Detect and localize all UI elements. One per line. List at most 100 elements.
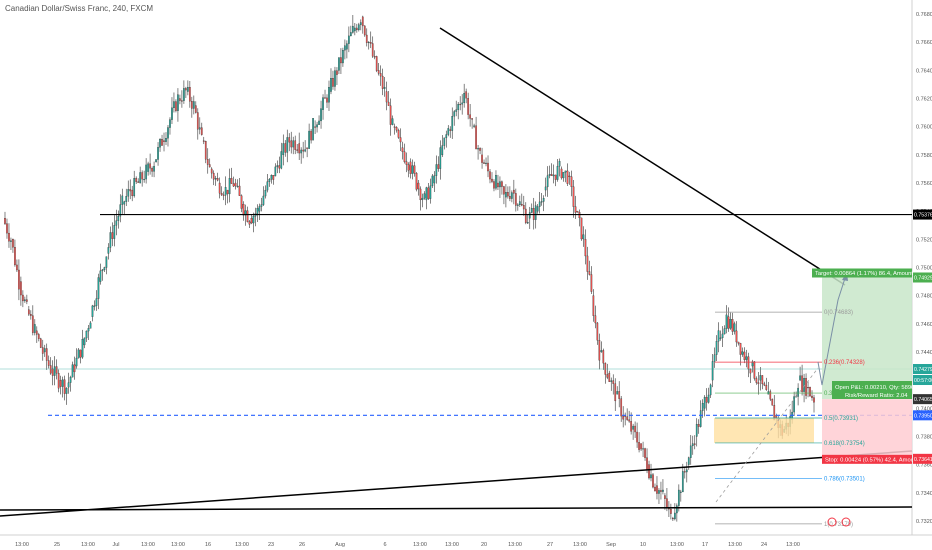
candle-body bbox=[371, 43, 374, 57]
candle-body bbox=[431, 175, 434, 187]
candle-body bbox=[282, 143, 285, 156]
candle-body bbox=[461, 102, 464, 105]
fib-level-label: 0(0.74683) bbox=[824, 310, 853, 316]
candle-body bbox=[397, 130, 400, 138]
pl-box bbox=[832, 381, 912, 399]
candle-body bbox=[511, 192, 513, 199]
candle-body bbox=[689, 445, 692, 458]
candle-body bbox=[224, 187, 227, 196]
candle-body bbox=[280, 151, 283, 169]
x-tick-label: 13:00 bbox=[81, 542, 95, 548]
candle-body bbox=[705, 396, 708, 403]
candle-body bbox=[350, 32, 352, 37]
candle-body bbox=[419, 188, 422, 201]
candle-body bbox=[338, 57, 340, 71]
candle-body bbox=[55, 366, 58, 374]
candle-body bbox=[443, 137, 446, 146]
candle-body bbox=[640, 443, 642, 450]
candle-body bbox=[608, 372, 611, 382]
candle-body bbox=[799, 375, 801, 381]
candle-body bbox=[612, 380, 615, 384]
candle-body bbox=[61, 379, 64, 387]
candle-body bbox=[334, 70, 336, 87]
candle-body bbox=[572, 186, 575, 207]
price-tag-support-box bbox=[913, 410, 932, 421]
x-tick-label: 25 bbox=[54, 542, 60, 548]
candle-body bbox=[117, 215, 120, 221]
candle-body bbox=[361, 16, 364, 27]
candle-body bbox=[683, 471, 686, 473]
candle-body bbox=[290, 140, 293, 148]
candle-body bbox=[646, 457, 648, 471]
economic-event-icon[interactable] bbox=[841, 517, 851, 527]
candle-body bbox=[302, 149, 305, 152]
candle-body bbox=[606, 374, 609, 378]
candle-body bbox=[270, 175, 273, 180]
candle-body bbox=[582, 234, 585, 240]
candle-body bbox=[276, 165, 279, 168]
candle-body bbox=[234, 182, 237, 187]
candle-body bbox=[634, 425, 636, 433]
candle-body bbox=[586, 255, 589, 272]
candle-body bbox=[717, 330, 720, 342]
candle-body bbox=[600, 350, 603, 353]
candle-body bbox=[375, 56, 378, 71]
candle-body bbox=[383, 87, 386, 89]
open-pl-label: Open P&L: 0.00210, Qty: 58962 bbox=[835, 385, 918, 391]
candle-body bbox=[497, 182, 499, 188]
candle-body bbox=[664, 495, 666, 499]
price-tag-target-box bbox=[913, 272, 932, 283]
candle-body bbox=[596, 322, 599, 341]
candle-body bbox=[660, 490, 662, 492]
descending-trendline[interactable] bbox=[439, 27, 846, 286]
candle-body bbox=[97, 277, 100, 299]
candle-body bbox=[813, 397, 815, 403]
candle-body bbox=[230, 178, 233, 184]
candle-body bbox=[379, 73, 382, 77]
candle-body bbox=[530, 208, 533, 213]
bottom-support-line[interactable] bbox=[0, 506, 913, 511]
candle-body bbox=[503, 186, 505, 195]
profit-zone[interactable] bbox=[822, 277, 912, 400]
candle-body bbox=[18, 269, 20, 290]
candle-body bbox=[151, 168, 153, 172]
candle-body bbox=[534, 205, 537, 220]
loss-zone[interactable] bbox=[822, 399, 912, 459]
candle-body bbox=[183, 88, 185, 101]
candle-body bbox=[662, 489, 664, 492]
risk-reward-label: Risk/Reward Ratio: 2.04 bbox=[845, 393, 908, 399]
candle-body bbox=[8, 232, 10, 242]
candle-body bbox=[373, 56, 376, 58]
candle-body bbox=[73, 364, 76, 373]
economic-event-icon[interactable] bbox=[827, 517, 837, 527]
candle-body bbox=[222, 194, 225, 196]
fib-level-label: 0.5(0.73931) bbox=[824, 416, 858, 422]
candle-body bbox=[522, 205, 525, 210]
candle-body bbox=[805, 378, 807, 396]
candle-body bbox=[26, 299, 28, 302]
candle-body bbox=[115, 220, 118, 226]
candle-body bbox=[169, 119, 171, 128]
candle-body bbox=[771, 398, 774, 406]
candle-body bbox=[274, 166, 277, 177]
candle-body bbox=[278, 165, 281, 169]
candle-body bbox=[190, 101, 193, 109]
candle-body bbox=[296, 149, 299, 151]
candle-body bbox=[101, 269, 104, 272]
candle-body bbox=[163, 140, 165, 142]
x-tick-label: 13:00 bbox=[171, 542, 185, 548]
candle-body bbox=[648, 464, 650, 479]
candle-body bbox=[620, 398, 623, 417]
candle-body bbox=[298, 143, 301, 154]
x-tick-label: 23 bbox=[268, 542, 274, 548]
x-tick-label: Aug bbox=[335, 542, 345, 548]
candle-body bbox=[546, 175, 549, 188]
candle-body bbox=[516, 204, 519, 206]
candle-body bbox=[670, 508, 672, 514]
ascending-trendline[interactable] bbox=[0, 450, 913, 517]
candle-body bbox=[650, 474, 652, 479]
